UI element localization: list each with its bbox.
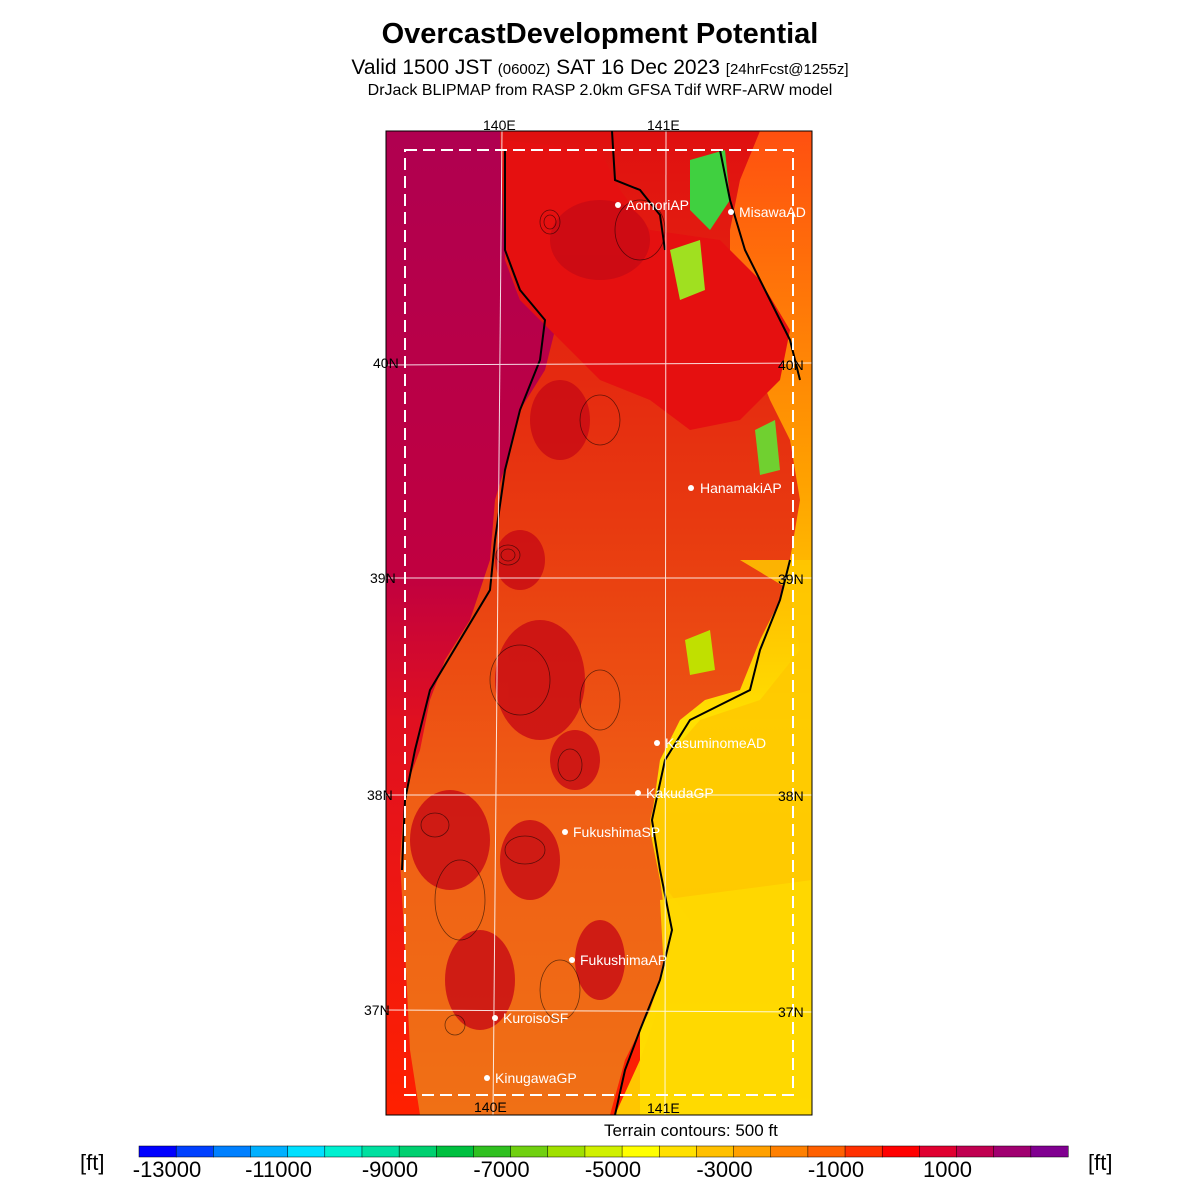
station-dot — [654, 740, 660, 746]
colorbar-swatch — [733, 1145, 772, 1158]
colorbar-label: -3000 — [696, 1157, 753, 1182]
colorbar-swatch — [398, 1145, 437, 1158]
valid-utc: (0600Z) — [497, 61, 551, 78]
valid-time-line: Valid 1500 JST (0600Z) SAT 16 Dec 2023 [… — [0, 56, 1200, 80]
colorbar-swatch — [287, 1145, 326, 1158]
eastern-lowland — [650, 560, 812, 920]
station-dot — [484, 1075, 490, 1081]
colorbar-swatch — [844, 1145, 883, 1158]
colorbar-swatch — [138, 1145, 177, 1158]
colorbar-swatch — [956, 1145, 995, 1158]
colorbar-swatch — [361, 1145, 400, 1158]
colorbar-swatch — [993, 1145, 1032, 1158]
station-label-kinugawagp: KinugawaGP — [495, 1070, 577, 1086]
colorbar-swatch — [324, 1145, 363, 1158]
colorbar-swatch — [213, 1145, 252, 1158]
colorbar-swatch — [175, 1145, 214, 1158]
mountain-ridges — [410, 200, 650, 1030]
colorbar-label: 1000 — [923, 1157, 972, 1182]
colorbar — [138, 1145, 1069, 1158]
station-label-misawaad: MisawaAD — [739, 204, 806, 220]
lat-label-40n-left: 40N — [373, 355, 399, 371]
colorbar-swatch — [436, 1145, 474, 1158]
terrain-contour-note: Terrain contours: 500 ft — [604, 1121, 778, 1140]
terrain-contours — [420, 199, 666, 1036]
map-frame — [385, 130, 813, 1116]
station-label-fukushimaap: FukushimaAP — [580, 952, 667, 968]
colorbar-swatch — [658, 1145, 697, 1158]
lat-label-37n-right: 37N — [778, 1004, 804, 1020]
lat-label-39n-left: 39N — [370, 570, 396, 586]
station-label-kakudagp: KakudaGP — [646, 785, 714, 801]
colorbar-swatch — [919, 1145, 958, 1158]
colorbar-label: -9000 — [361, 1157, 419, 1182]
station-label-kuroisosf: KuroisoSF — [503, 1010, 568, 1026]
colorbar-swatch — [881, 1145, 920, 1158]
station-dot — [728, 209, 734, 215]
colorbar-label: -5000 — [584, 1157, 642, 1182]
lon-label-141e-bottom: 141E — [647, 1100, 680, 1116]
valid-prefix: Valid 1500 JST — [351, 56, 492, 79]
station-dot — [688, 485, 694, 491]
station-dot — [492, 1015, 498, 1021]
colorbar-swatch — [807, 1145, 846, 1158]
colorbar-label: -7000 — [473, 1157, 530, 1182]
colorbar-swatch — [584, 1145, 623, 1158]
colorbar-label: -1000 — [807, 1157, 865, 1182]
colorbar-unit-left: [ft] — [80, 1150, 105, 1175]
lon-label-140e-bottom: 140E — [474, 1099, 507, 1115]
coastlines — [401, 131, 801, 1115]
lat-label-38n-right: 38N — [778, 788, 804, 804]
lon-label-141e-top: 141E — [647, 117, 680, 133]
lat-label-40n-right: 40N — [778, 357, 804, 373]
colorbar-swatch — [621, 1145, 660, 1158]
colorbar-swatch — [250, 1145, 289, 1158]
model-description: DrJack BLIPMAP from RASP 2.0km GFSA Tdif… — [367, 82, 833, 99]
station-label-kasuminomead: KasuminomeAD — [665, 735, 766, 751]
valid-date: SAT 16 Dec 2023 — [556, 56, 720, 79]
colorbar-swatch — [696, 1145, 735, 1158]
southeast-area — [615, 880, 812, 1115]
colorbar-swatch — [1030, 1145, 1069, 1158]
lon-label-140e-top: 140E — [483, 117, 516, 133]
station-dot — [569, 957, 575, 963]
lat-label-38n-left: 38N — [367, 787, 393, 803]
station-label-fukushimasp: FukushimaSP — [573, 824, 660, 840]
colorbar-swatch — [473, 1145, 512, 1158]
lat-label-39n-right: 39N — [778, 571, 804, 587]
lat-lon-grid — [386, 131, 812, 1115]
lat-label-37n-left: 37N — [364, 1002, 390, 1018]
forecast-info: [24hrFcst@1255z] — [725, 61, 849, 78]
colorbar-label: -11000 — [245, 1157, 312, 1182]
station-dot — [562, 829, 568, 835]
station-label-hanamakiap: HanamakiAP — [700, 480, 782, 496]
colorbar-swatch — [547, 1145, 586, 1158]
map-title: OvercastDevelopment Potential — [381, 18, 819, 50]
colorbar-swatch — [510, 1145, 549, 1158]
colorbar-swatch — [770, 1145, 809, 1158]
station-dot — [635, 790, 641, 796]
colorbar-unit-right: [ft] — [1088, 1150, 1113, 1175]
colorbar-label: -13000 — [132, 1157, 202, 1182]
station-label-aomoriap: AomoriAP — [626, 197, 689, 213]
station-dot — [615, 202, 621, 208]
green-patches — [670, 150, 780, 675]
